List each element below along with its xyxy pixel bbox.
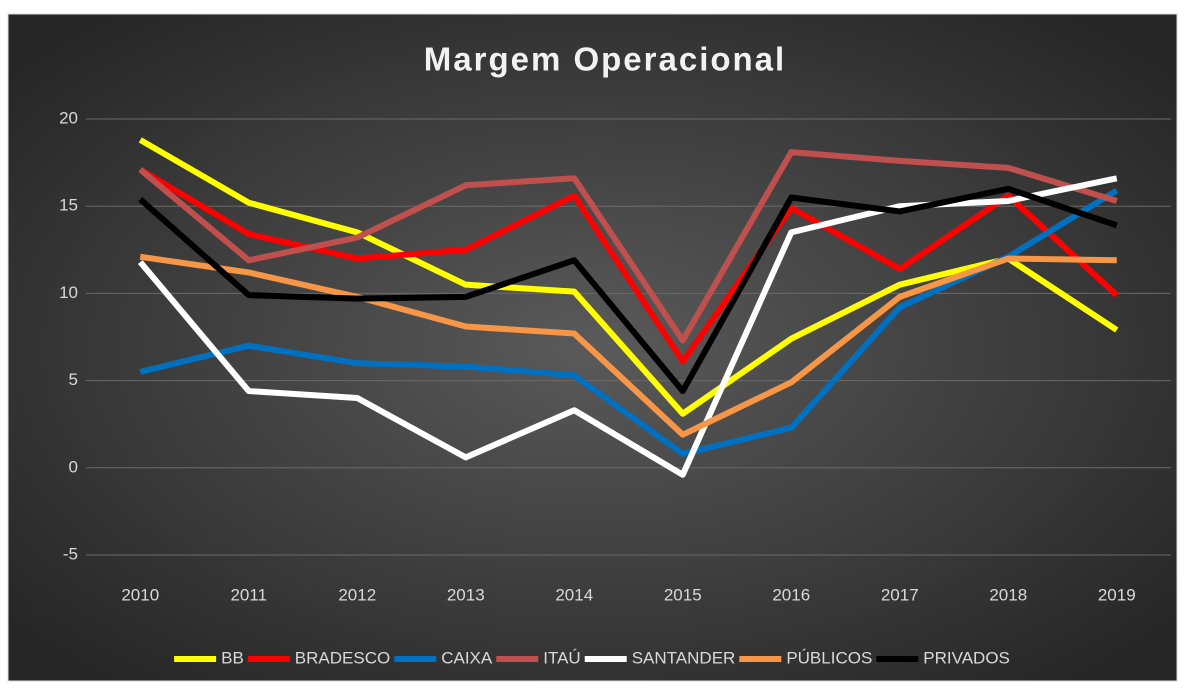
y-tick-label: 10 — [59, 283, 78, 302]
series-line — [139, 253, 1117, 438]
y-tick-label: -5 — [63, 544, 78, 563]
x-tick-label: 2018 — [989, 585, 1027, 604]
legend-label: BRADESCO — [295, 648, 390, 667]
series-line — [138, 149, 1118, 344]
x-tick-label: 2016 — [772, 585, 810, 604]
x-tick-label: 2013 — [447, 585, 485, 604]
chart-title: Margem Operacional — [424, 41, 786, 78]
x-tick-label: 2010 — [121, 585, 159, 604]
y-tick-label: 20 — [59, 108, 78, 127]
series-line — [138, 137, 1119, 417]
y-tick-label: 0 — [69, 457, 78, 476]
legend-label: PRIVADOS — [923, 648, 1010, 667]
y-tick-label: 15 — [59, 196, 78, 215]
y-tick-label: 5 — [69, 370, 78, 389]
legend-label: BB — [221, 648, 244, 667]
x-tick-label: 2019 — [1098, 585, 1136, 604]
series-line — [139, 187, 1119, 457]
legend-label: CAIXA — [441, 648, 493, 667]
x-tick-label: 2015 — [664, 585, 702, 604]
x-tick-label: 2017 — [881, 585, 919, 604]
x-tick-label: 2011 — [230, 585, 267, 604]
legend-label: ITAÚ — [543, 648, 580, 667]
series-line — [138, 185, 1118, 395]
legend-label: PÚBLICOS — [786, 648, 872, 667]
x-tick-label: 2014 — [555, 585, 593, 604]
x-tick-label: 2012 — [338, 585, 376, 604]
series-line — [137, 175, 1118, 478]
legend-label: SANTANDER — [632, 648, 736, 667]
